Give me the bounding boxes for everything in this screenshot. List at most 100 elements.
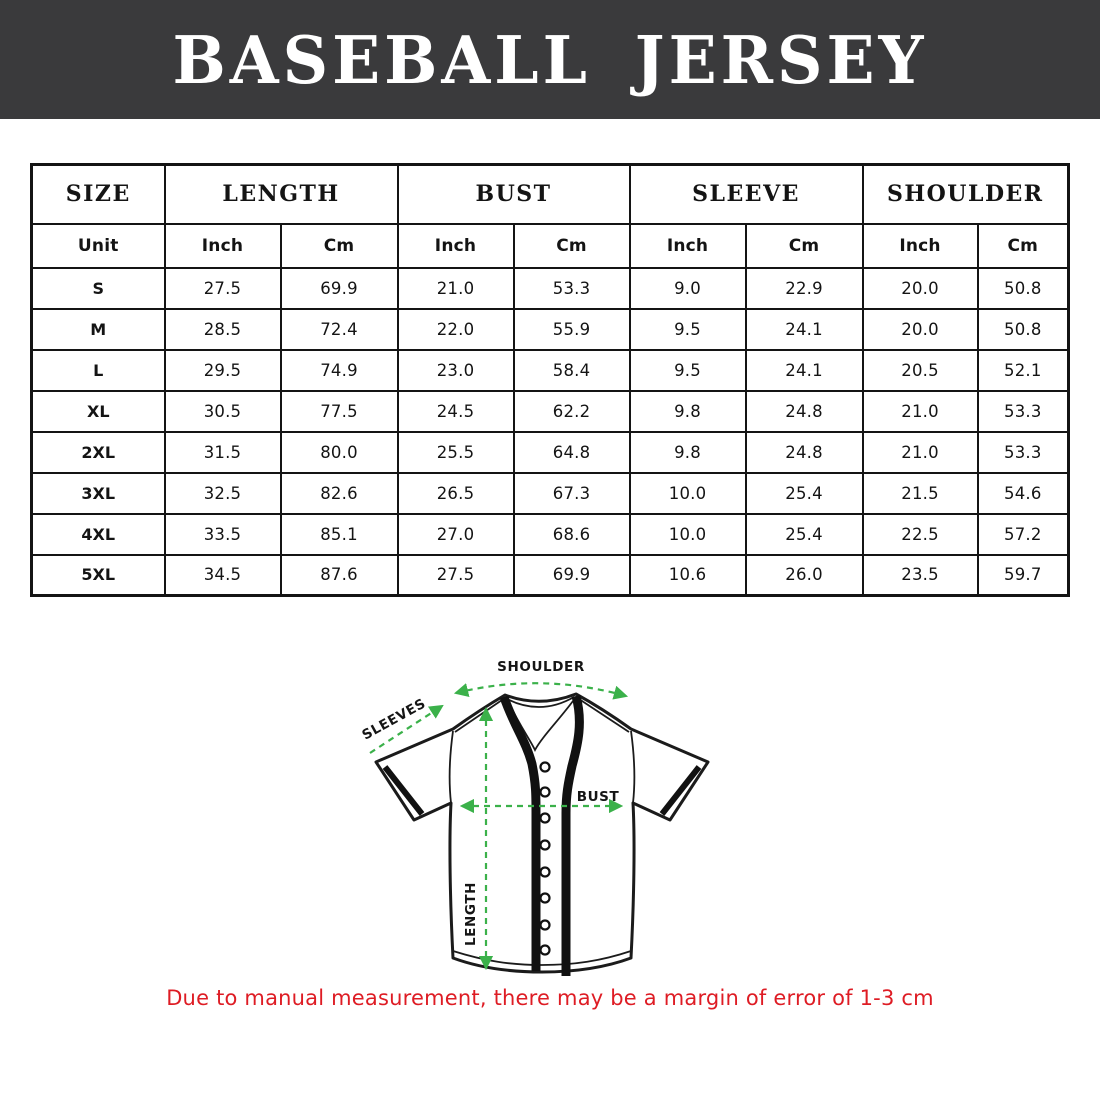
table-row: S 27.5 69.9 21.0 53.3 9.0 22.9 20.0 50.8 bbox=[30, 266, 1070, 310]
value-cell: 82.6 bbox=[279, 471, 399, 515]
jersey-diagram-svg: SHOULDER SLEEVES BUST LENGTH bbox=[359, 659, 710, 976]
size-cell: 3XL bbox=[30, 471, 166, 515]
value-cell: 9.0 bbox=[628, 266, 747, 310]
value-cell: 20.0 bbox=[861, 266, 979, 310]
value-cell: 22.5 bbox=[861, 512, 979, 556]
value-cell: 24.5 bbox=[396, 389, 515, 433]
value-cell: 31.5 bbox=[163, 430, 282, 474]
table-row: M 28.5 72.4 22.0 55.9 9.5 24.1 20.0 50.8 bbox=[30, 307, 1070, 351]
button bbox=[539, 761, 551, 773]
value-cell: 26.5 bbox=[396, 471, 515, 515]
page-title: BASEBALL JERSEY bbox=[172, 21, 928, 98]
value-cell: 24.8 bbox=[744, 430, 864, 474]
value-cell: 52.1 bbox=[976, 348, 1070, 392]
value-cell: 10.0 bbox=[628, 512, 747, 556]
unit-cell: Cm bbox=[744, 222, 864, 269]
sleeves-label: SLEEVES bbox=[359, 695, 428, 743]
size-cell: 2XL bbox=[30, 430, 166, 474]
shoulder-seam-left bbox=[454, 699, 503, 733]
value-cell: 25.5 bbox=[396, 430, 515, 474]
value-cell: 69.9 bbox=[279, 266, 399, 310]
value-cell: 57.2 bbox=[976, 512, 1070, 556]
jersey-measurement-diagram: SHOULDER SLEEVES BUST LENGTH bbox=[350, 645, 750, 985]
value-cell: 20.5 bbox=[861, 348, 979, 392]
value-cell: 30.5 bbox=[163, 389, 282, 433]
table-row: 3XL 32.5 82.6 26.5 67.3 10.0 25.4 21.5 54.6 bbox=[30, 471, 1070, 515]
sleeve-seam-right bbox=[630, 730, 636, 804]
button bbox=[539, 944, 551, 956]
shoulder-measure-arrow bbox=[453, 682, 629, 700]
value-cell: 21.0 bbox=[861, 430, 979, 474]
size-cell: M bbox=[30, 307, 166, 351]
value-cell: 21.0 bbox=[396, 266, 515, 310]
measurement-disclaimer: Due to manual measurement, there may be … bbox=[166, 986, 934, 1010]
value-cell: 24.1 bbox=[744, 348, 864, 392]
value-cell: 10.6 bbox=[628, 553, 747, 597]
value-cell: 26.0 bbox=[744, 553, 864, 597]
shoulder-seam-right bbox=[578, 698, 630, 733]
value-cell: 32.5 bbox=[163, 471, 282, 515]
value-cell: 53.3 bbox=[976, 430, 1070, 474]
value-cell: 85.1 bbox=[279, 512, 399, 556]
value-cell: 23.0 bbox=[396, 348, 515, 392]
value-cell: 25.4 bbox=[744, 471, 864, 515]
header-shoulder: SHOULDER bbox=[861, 163, 1070, 225]
table-unit-row: Unit Inch Cm Inch Cm Inch Cm Inch Cm bbox=[30, 222, 1070, 269]
value-cell: 22.0 bbox=[396, 307, 515, 351]
size-cell: 5XL bbox=[30, 553, 166, 597]
sleeve-seam-left bbox=[448, 730, 454, 804]
button-row bbox=[539, 761, 551, 956]
size-cell: S bbox=[30, 266, 166, 310]
size-chart-table: SIZE LENGTH BUST SLEEVE SHOULDER Unit In… bbox=[30, 163, 1070, 597]
value-cell: 28.5 bbox=[163, 307, 282, 351]
value-cell: 58.4 bbox=[512, 348, 631, 392]
value-cell: 50.8 bbox=[976, 307, 1070, 351]
table-row: 2XL 31.5 80.0 25.5 64.8 9.8 24.8 21.0 53.3 bbox=[30, 430, 1070, 474]
header-size: SIZE bbox=[30, 163, 166, 225]
value-cell: 23.5 bbox=[861, 553, 979, 597]
table-row: 4XL 33.5 85.1 27.0 68.6 10.0 25.4 22.5 57.2 bbox=[30, 512, 1070, 556]
value-cell: 64.8 bbox=[512, 430, 631, 474]
length-label: LENGTH bbox=[463, 882, 479, 946]
value-cell: 24.8 bbox=[744, 389, 864, 433]
unit-cell: Cm bbox=[279, 222, 399, 269]
value-cell: 33.5 bbox=[163, 512, 282, 556]
button bbox=[539, 919, 551, 931]
button bbox=[539, 812, 551, 824]
value-cell: 53.3 bbox=[512, 266, 631, 310]
value-cell: 34.5 bbox=[163, 553, 282, 597]
header-length: LENGTH bbox=[163, 163, 399, 225]
value-cell: 29.5 bbox=[163, 348, 282, 392]
value-cell: 80.0 bbox=[279, 430, 399, 474]
size-rows: S 27.5 69.9 21.0 53.3 9.0 22.9 20.0 50.8 M 28.5 72.… bbox=[30, 266, 1070, 597]
header-sleeve: SLEEVE bbox=[628, 163, 864, 225]
table-row: XL 30.5 77.5 24.5 62.2 9.8 24.8 21.0 53.3 bbox=[30, 389, 1070, 433]
value-cell: 25.4 bbox=[744, 512, 864, 556]
size-table-container: SIZE LENGTH BUST SLEEVE SHOULDER Unit In… bbox=[30, 163, 1070, 597]
value-cell: 21.5 bbox=[861, 471, 979, 515]
value-cell: 74.9 bbox=[279, 348, 399, 392]
unit-cell: Cm bbox=[976, 222, 1070, 269]
table-group-header-row: SIZE LENGTH BUST SLEEVE SHOULDER bbox=[30, 163, 1070, 225]
value-cell: 9.8 bbox=[628, 389, 747, 433]
value-cell: 62.2 bbox=[512, 389, 631, 433]
value-cell: 20.0 bbox=[861, 307, 979, 351]
value-cell: 72.4 bbox=[279, 307, 399, 351]
unit-cell: Unit bbox=[30, 222, 166, 269]
size-cell: L bbox=[30, 348, 166, 392]
value-cell: 87.6 bbox=[279, 553, 399, 597]
value-cell: 9.5 bbox=[628, 307, 747, 351]
value-cell: 54.6 bbox=[976, 471, 1070, 515]
header-bust: BUST bbox=[396, 163, 631, 225]
value-cell: 27.5 bbox=[396, 553, 515, 597]
unit-cell: Inch bbox=[396, 222, 515, 269]
sleeves-measure-arrow bbox=[369, 704, 444, 754]
size-cell: 4XL bbox=[30, 512, 166, 556]
button bbox=[539, 786, 551, 798]
size-cell: XL bbox=[30, 389, 166, 433]
jersey-outline bbox=[374, 692, 710, 974]
table-row: L 29.5 74.9 23.0 58.4 9.5 24.1 20.5 52.1 bbox=[30, 348, 1070, 392]
value-cell: 9.5 bbox=[628, 348, 747, 392]
value-cell: 24.1 bbox=[744, 307, 864, 351]
